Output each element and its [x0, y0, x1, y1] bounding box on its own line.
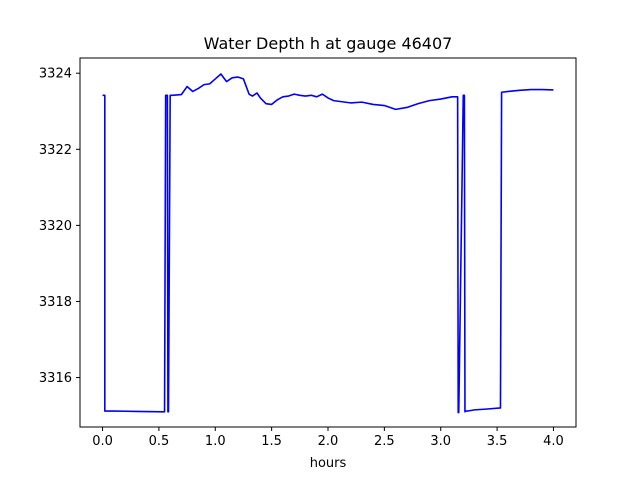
plot-area [80, 58, 576, 427]
x-tick-label: 2.5 [374, 434, 395, 449]
y-tick-label: 3322 [39, 143, 72, 158]
y-tick-label: 3318 [39, 295, 72, 310]
y-axis-ticks: 3316 3318 3320 3322 3324 [39, 67, 80, 386]
x-tick-label: 1.0 [205, 434, 226, 449]
x-axis-ticks: 0.0 0.5 1.0 1.5 2.0 2.5 3.0 3.5 4.0 [92, 427, 564, 449]
plot-frame [79, 57, 577, 428]
x-tick-label: 3.5 [487, 434, 508, 449]
x-axis-label: hours [310, 456, 347, 471]
y-tick-label: 3320 [39, 219, 72, 234]
x-tick-label: 1.5 [261, 434, 282, 449]
x-tick-label: 2.0 [318, 434, 339, 449]
series-line-0 [102, 73, 554, 414]
y-tick-label: 3316 [39, 371, 72, 386]
series-layer [102, 73, 554, 414]
x-tick-label: 3.0 [430, 434, 451, 449]
x-tick-label: 4.0 [543, 434, 564, 449]
x-tick-label: 0.0 [92, 434, 113, 449]
y-tick-label: 3324 [39, 67, 72, 82]
x-tick-label: 0.5 [149, 434, 170, 449]
chart-title: Water Depth h at gauge 46407 [204, 34, 453, 53]
